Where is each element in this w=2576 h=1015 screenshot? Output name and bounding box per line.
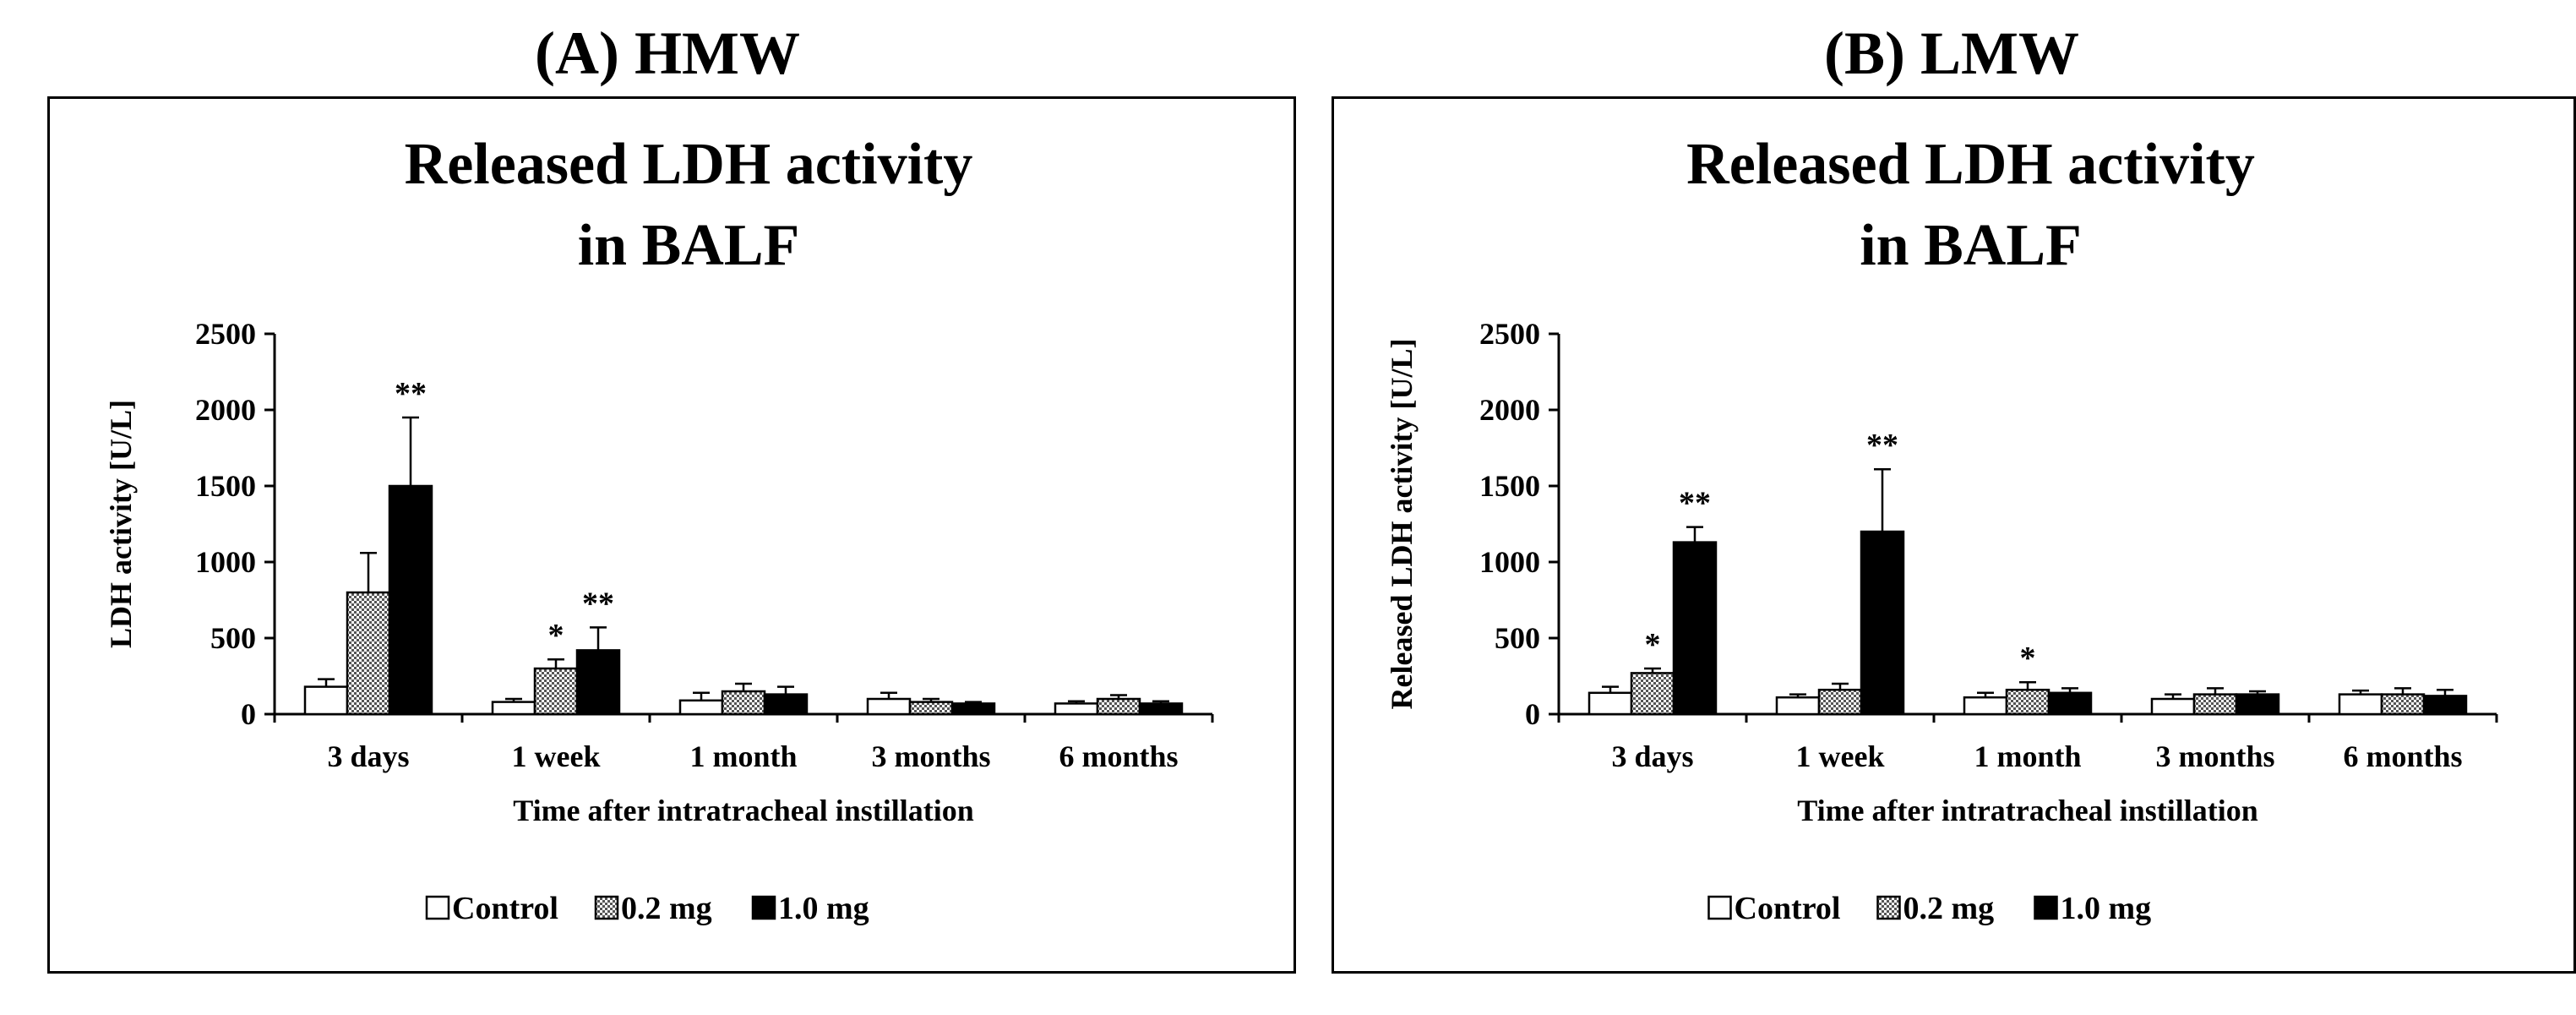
x-tick-label: 6 months bbox=[1059, 739, 1178, 773]
panel-label-b: (B) LMW bbox=[1824, 19, 2079, 87]
x-tick-label: 1 month bbox=[689, 739, 797, 773]
bar-control bbox=[1775, 696, 1821, 716]
x-tick-label: 1 month bbox=[1974, 739, 2081, 773]
bar-control bbox=[1588, 691, 1633, 716]
x-tick-label: 6 months bbox=[2343, 739, 2462, 773]
chart-a: Released LDH activity in BALF LDH activity… bbox=[104, 132, 1214, 926]
bar-10mg bbox=[2422, 695, 2468, 716]
x-tick-label: 3 months bbox=[871, 739, 990, 773]
significance-marker: ** bbox=[395, 376, 427, 412]
bar-10mg bbox=[1860, 530, 1905, 716]
bar-10mg bbox=[1138, 702, 1184, 716]
legend-swatch bbox=[751, 895, 776, 920]
legend-label: Control bbox=[1735, 891, 1841, 926]
y-tick-label: 2000 bbox=[1479, 393, 1540, 427]
y-tick-label: 2500 bbox=[195, 317, 256, 351]
bar-02mg bbox=[1817, 688, 1863, 716]
legend-label: 1.0 mg bbox=[2061, 891, 2152, 926]
chart-title-line: in BALF bbox=[1860, 213, 2082, 278]
legend-label: 1.0 mg bbox=[778, 891, 869, 926]
y-tick-label: 1000 bbox=[1479, 545, 1540, 579]
bar-10mg bbox=[2047, 691, 2093, 716]
bar-02mg bbox=[2380, 693, 2426, 716]
chart-title-line: Released LDH activity bbox=[405, 132, 973, 197]
x-tick-label: 3 days bbox=[1611, 739, 1693, 773]
y-tick-label: 0 bbox=[241, 697, 256, 731]
bar-02mg bbox=[2192, 693, 2238, 716]
significance-marker: * bbox=[2020, 641, 2036, 676]
significance-marker: ** bbox=[1679, 486, 1711, 521]
y-axis-label: Released LDH activity [U/L] bbox=[1385, 339, 1419, 710]
bar-10mg bbox=[575, 649, 621, 716]
panel-label-a: (A) HMW bbox=[535, 19, 800, 87]
bar-02mg bbox=[1630, 672, 1675, 716]
bar-control bbox=[491, 701, 536, 716]
significance-marker: ** bbox=[1866, 428, 1898, 463]
bar-10mg bbox=[2235, 693, 2280, 716]
bar-02mg bbox=[346, 591, 391, 716]
y-tick-label: 1000 bbox=[195, 545, 256, 579]
y-axis-label: LDH activity [U/L] bbox=[104, 400, 138, 648]
bar-02mg bbox=[1096, 697, 1141, 716]
legend-swatch bbox=[594, 895, 619, 920]
legend-swatch bbox=[2034, 895, 2058, 920]
bar-control bbox=[303, 685, 349, 716]
chart-title-line: Released LDH activity bbox=[1686, 132, 2255, 197]
y-tick-label: 1500 bbox=[1479, 469, 1540, 503]
significance-marker: * bbox=[1645, 627, 1661, 663]
bar-control bbox=[2338, 693, 2383, 716]
legend-label: 0.2 mg bbox=[621, 891, 712, 926]
y-tick-label: 0 bbox=[1525, 697, 1540, 731]
bar-02mg bbox=[2005, 688, 2050, 716]
legend-label: 0.2 mg bbox=[1903, 891, 1995, 926]
legend-swatch bbox=[1707, 895, 1732, 920]
x-tick-label: 1 week bbox=[1796, 739, 1885, 773]
y-tick-label: 2500 bbox=[1479, 317, 1540, 351]
y-tick-label: 500 bbox=[210, 621, 256, 655]
x-tick-label: 1 week bbox=[512, 739, 601, 773]
bar-10mg bbox=[388, 484, 433, 716]
x-axis-label: Time after intratracheal instillation bbox=[1797, 794, 2258, 827]
bar-10mg bbox=[763, 693, 809, 716]
significance-marker: * bbox=[548, 618, 564, 653]
bar-control bbox=[866, 697, 912, 716]
bar-02mg bbox=[721, 690, 766, 716]
chart-frame-b: Released LDH activity in BALF Released LDH… bbox=[1332, 96, 2576, 974]
legend-label: Control bbox=[452, 891, 558, 926]
bar-control bbox=[1963, 696, 2008, 716]
bar-02mg bbox=[908, 701, 954, 716]
chart-b: Released LDH activity in BALF Released LDH… bbox=[1385, 132, 2498, 926]
chart-frame-a: Released LDH activity in BALF LDH activity… bbox=[47, 96, 1296, 974]
significance-marker: ** bbox=[582, 586, 614, 621]
y-tick-label: 2000 bbox=[195, 393, 256, 427]
bar-control bbox=[2150, 697, 2196, 716]
bar-control bbox=[678, 699, 724, 716]
bar-control bbox=[1054, 702, 1099, 716]
bar-10mg bbox=[950, 702, 996, 716]
legend-swatch bbox=[1876, 895, 1901, 920]
chart-title-line: in BALF bbox=[578, 213, 800, 278]
bar-02mg bbox=[533, 667, 579, 716]
y-tick-label: 500 bbox=[1495, 621, 1540, 655]
x-axis-label: Time after intratracheal instillation bbox=[513, 794, 974, 827]
legend-swatch bbox=[425, 895, 450, 920]
x-tick-label: 3 days bbox=[327, 739, 409, 773]
x-tick-label: 3 months bbox=[2155, 739, 2274, 773]
bar-10mg bbox=[1672, 541, 1718, 716]
y-tick-label: 1500 bbox=[195, 469, 256, 503]
